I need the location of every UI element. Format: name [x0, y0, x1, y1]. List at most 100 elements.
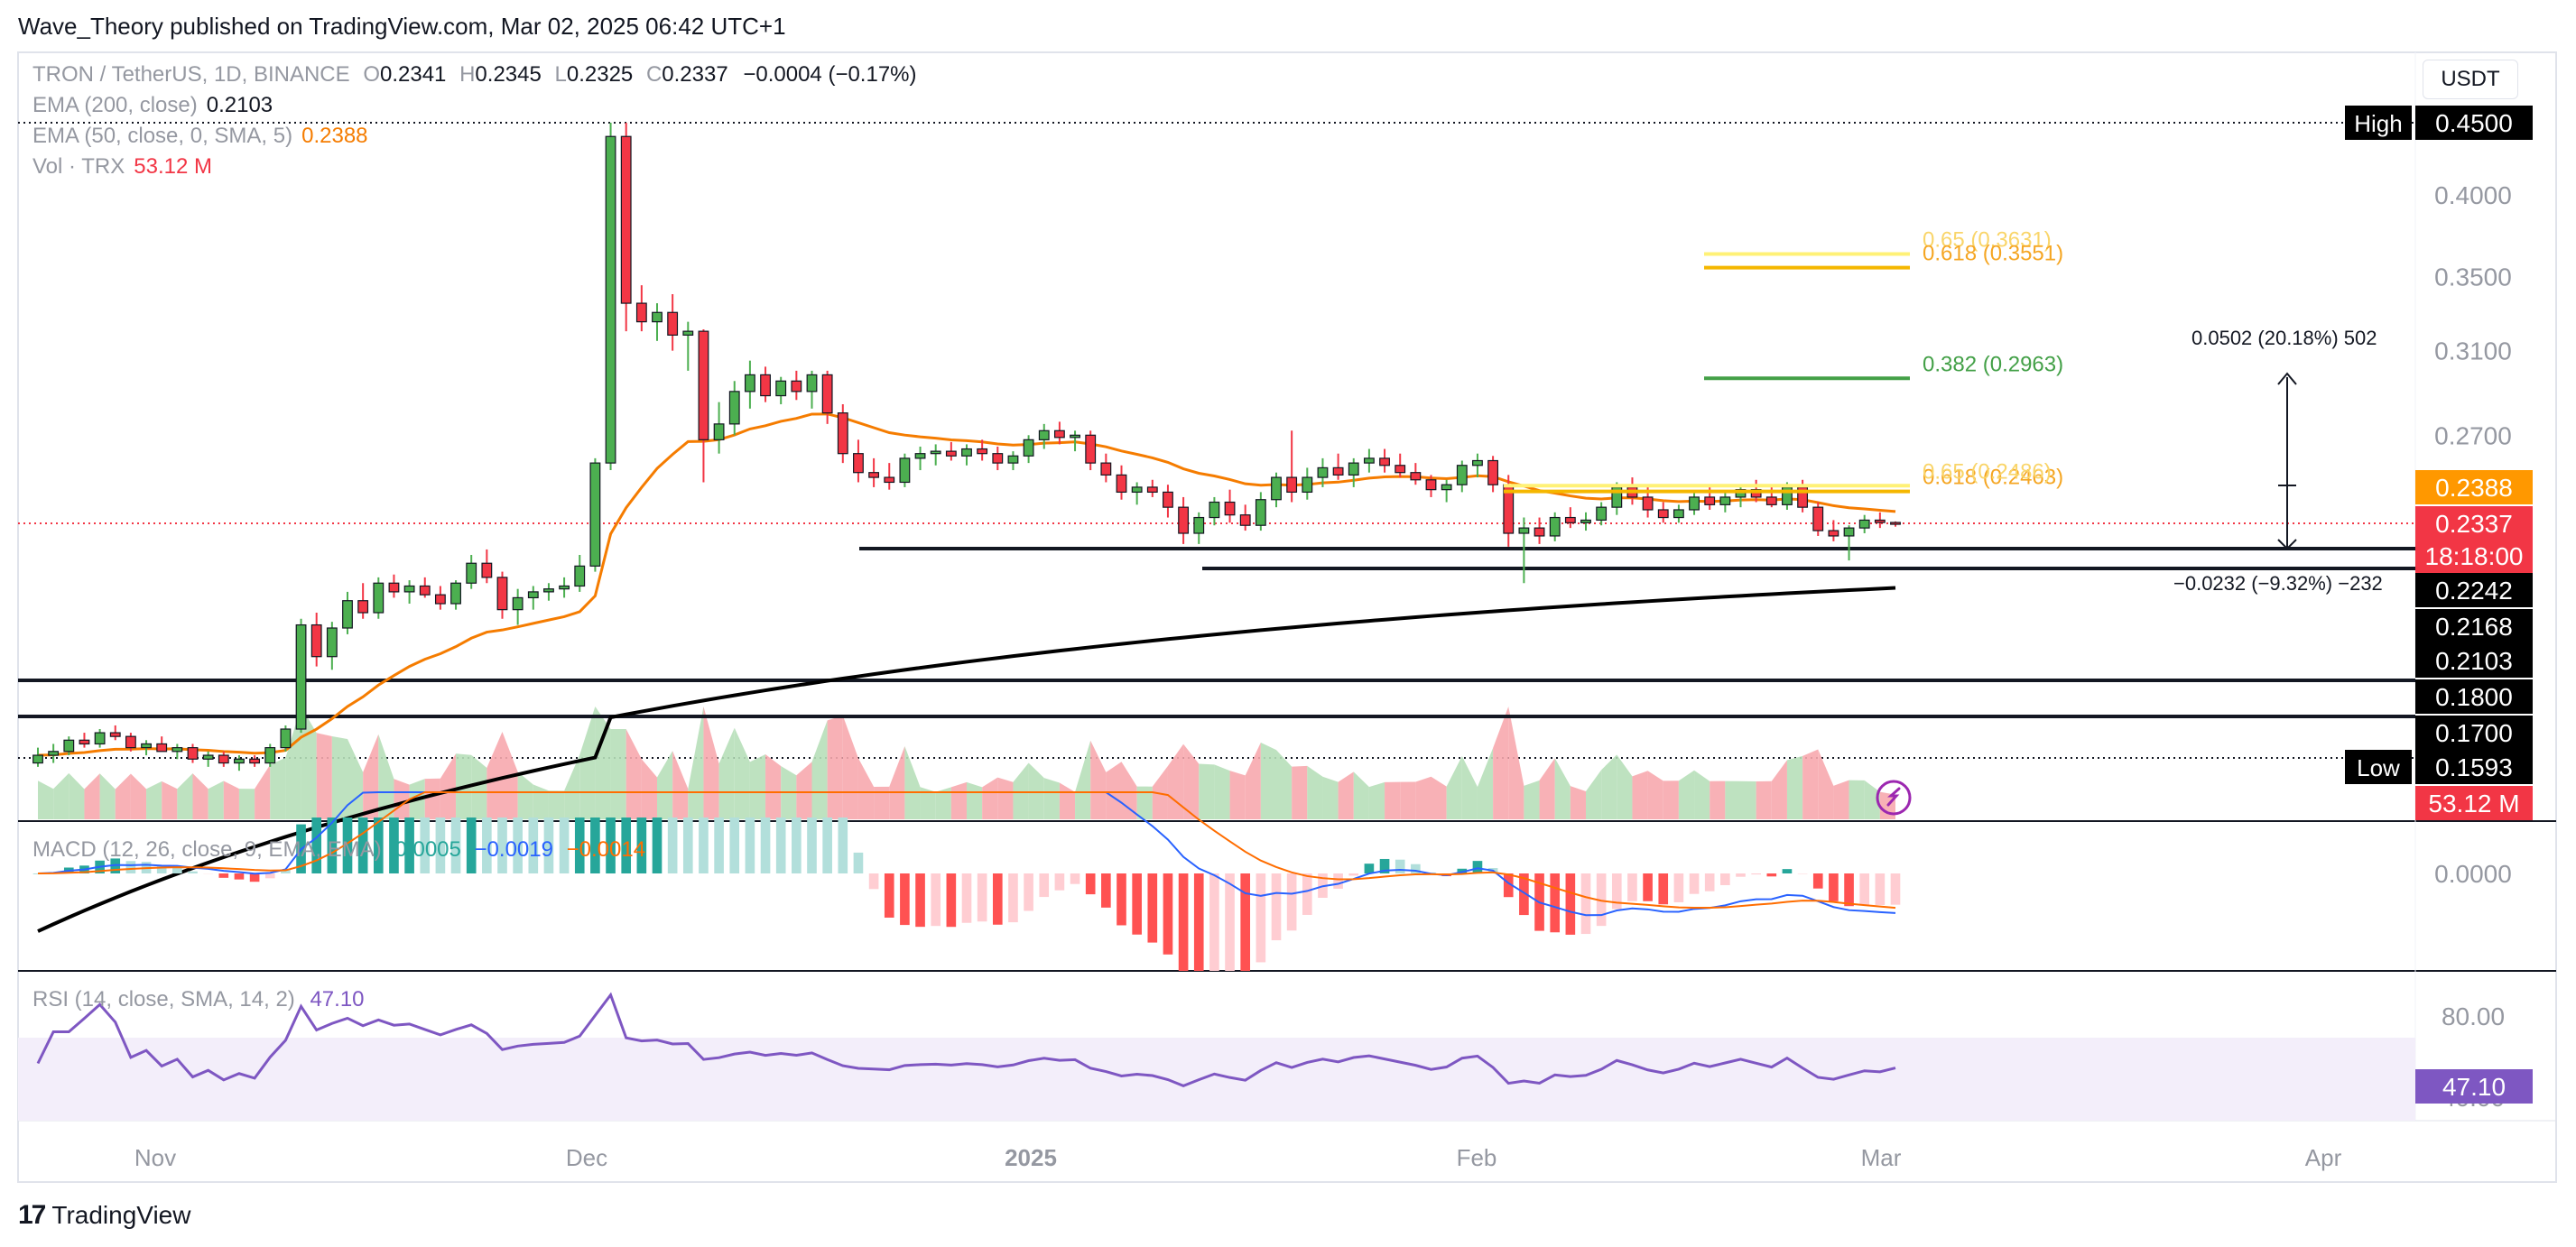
candle[interactable]	[899, 453, 911, 487]
candle[interactable]	[620, 123, 632, 332]
candle[interactable]	[218, 751, 229, 767]
candle[interactable]	[357, 583, 369, 619]
candle[interactable]	[1317, 457, 1329, 487]
candle[interactable]	[310, 613, 322, 667]
candle[interactable]	[1890, 521, 1901, 527]
candle[interactable]	[961, 444, 972, 466]
candle[interactable]	[1100, 453, 1112, 483]
candle[interactable]	[775, 376, 787, 405]
volume-legend[interactable]: Vol · TRX 53.12 M	[32, 152, 917, 182]
candle[interactable]	[496, 571, 508, 619]
candle[interactable]	[466, 555, 477, 589]
ema50-legend[interactable]: EMA (50, close, 0, SMA, 5) 0.2388	[32, 121, 917, 152]
candle[interactable]	[94, 728, 106, 748]
candle[interactable]	[868, 457, 880, 487]
candle[interactable]	[1689, 492, 1700, 515]
symbol-label[interactable]: TRON / TetherUS, 1D, BINANCE	[32, 62, 350, 87]
candle[interactable]	[1053, 421, 1065, 445]
candle[interactable]	[1332, 453, 1344, 480]
price-axis-label[interactable]: 47.10	[2415, 1069, 2533, 1104]
candle[interactable]	[1007, 451, 1019, 471]
candle[interactable]	[295, 618, 307, 734]
candle[interactable]	[574, 555, 586, 592]
candle[interactable]	[992, 446, 1004, 471]
candle[interactable]	[1193, 512, 1205, 544]
candle[interactable]	[1178, 496, 1190, 544]
candle[interactable]	[1828, 520, 1839, 541]
candle[interactable]	[945, 441, 957, 461]
candle[interactable]	[1735, 485, 1747, 508]
candle[interactable]	[1085, 430, 1097, 471]
candle[interactable]	[63, 736, 75, 756]
candle[interactable]	[728, 381, 740, 436]
candle[interactable]	[559, 577, 570, 598]
candle[interactable]	[403, 580, 415, 605]
candle[interactable]	[187, 744, 199, 763]
candle[interactable]	[652, 303, 663, 341]
candle[interactable]	[373, 577, 385, 619]
candle[interactable]	[589, 457, 601, 572]
candle[interactable]	[1673, 504, 1684, 523]
candle[interactable]	[141, 740, 152, 756]
candle[interactable]	[698, 329, 709, 483]
candle[interactable]	[682, 321, 694, 371]
candle[interactable]	[1116, 465, 1127, 500]
candle[interactable]	[1363, 448, 1375, 473]
price-axis-label[interactable]: 0.1700	[2415, 716, 2533, 750]
candle[interactable]	[1271, 472, 1282, 508]
price-axis-label[interactable]: 0.2337	[2415, 506, 2533, 540]
candle[interactable]	[527, 586, 539, 610]
price-axis-label[interactable]: 0.1800	[2415, 679, 2533, 714]
candle[interactable]	[79, 733, 90, 748]
candle[interactable]	[635, 285, 647, 332]
candle[interactable]	[264, 744, 276, 767]
candle[interactable]	[914, 446, 926, 471]
candle[interactable]	[1534, 517, 1545, 544]
candle[interactable]	[1596, 502, 1608, 526]
macd-legend[interactable]: MACD (12, 26, close, 9, EMA, EMA) 0.0005…	[32, 837, 645, 863]
price-axis-label[interactable]: 0.2242	[2415, 573, 2533, 607]
candle[interactable]	[853, 439, 864, 483]
candle[interactable]	[1580, 512, 1591, 531]
candle[interactable]	[156, 736, 168, 753]
candle[interactable]	[884, 463, 895, 490]
candle[interactable]	[342, 591, 353, 634]
candle[interactable]	[744, 360, 755, 409]
candle[interactable]	[1023, 435, 1034, 464]
candle[interactable]	[713, 402, 725, 454]
alert-icon[interactable]	[1876, 780, 1912, 816]
candle[interactable]	[1239, 504, 1251, 531]
candle[interactable]	[1456, 460, 1468, 493]
candle[interactable]	[1038, 423, 1050, 449]
candle[interactable]	[1765, 485, 1777, 508]
ema200-legend[interactable]: EMA (200, close) 0.2103	[32, 90, 917, 121]
candle[interactable]	[109, 725, 121, 741]
candle[interactable]	[1131, 482, 1143, 505]
candle[interactable]	[202, 751, 214, 767]
candle[interactable]	[760, 366, 771, 402]
candle[interactable]	[543, 583, 554, 601]
price-axis-label[interactable]: 18:18:00	[2415, 539, 2533, 573]
tradingview-logo[interactable]: 17 TradingView	[18, 1200, 190, 1231]
candle[interactable]	[249, 755, 261, 767]
candle[interactable]	[1209, 496, 1220, 526]
candle[interactable]	[837, 404, 848, 464]
candle[interactable]	[1410, 463, 1422, 485]
candle[interactable]	[32, 747, 43, 767]
price-axis-label[interactable]: 0.2103	[2415, 643, 2533, 678]
candle[interactable]	[48, 744, 60, 763]
candle[interactable]	[481, 549, 493, 584]
candle[interactable]	[1070, 430, 1080, 452]
rsi-legend[interactable]: RSI (14, close, SMA, 14, 2) 47.10	[32, 987, 365, 1012]
candle[interactable]	[791, 370, 802, 401]
candle[interactable]	[1874, 512, 1886, 529]
price-axis-label[interactable]: 53.12 M	[2415, 786, 2533, 820]
candle[interactable]	[234, 755, 245, 771]
price-axis-label[interactable]: 0.2388	[2415, 470, 2533, 504]
candle[interactable]	[1425, 475, 1437, 497]
candle[interactable]	[1858, 514, 1870, 534]
candle[interactable]	[605, 123, 616, 471]
candle[interactable]	[1657, 502, 1669, 523]
candle[interactable]	[1843, 525, 1855, 561]
candle[interactable]	[450, 580, 461, 610]
